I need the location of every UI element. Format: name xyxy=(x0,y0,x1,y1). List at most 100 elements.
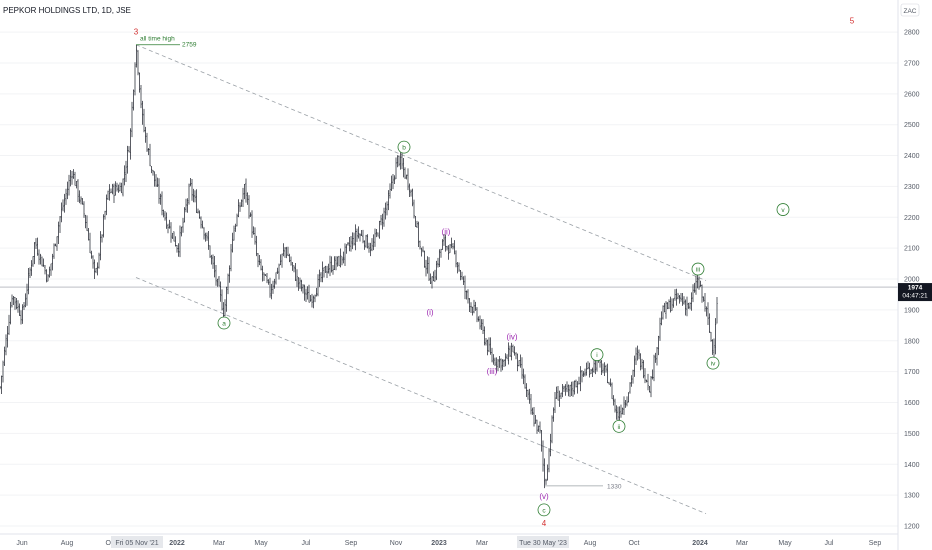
wave-label-major: 4 xyxy=(542,519,547,528)
ohlc-bar xyxy=(209,245,211,258)
ohlc-bar xyxy=(261,265,264,282)
ohlc-bar xyxy=(50,263,52,276)
x-tick-label: 2023 xyxy=(431,540,447,547)
ohlc-bar xyxy=(375,229,378,238)
y-tick-label: 2500 xyxy=(904,122,920,129)
ohlc-bar xyxy=(411,188,414,207)
ohlc-bar xyxy=(681,292,684,306)
ohlc-bar xyxy=(33,241,36,265)
ohlc-bar xyxy=(108,184,111,201)
ohlc-bar xyxy=(527,389,529,400)
ohlc-bar xyxy=(129,128,132,160)
y-axis[interactable]: 1200 1300 1400 1500 1600 1700 1800 1900 2000 2100… xyxy=(904,30,920,531)
ohlc-bar xyxy=(458,262,460,272)
ohlc-bar xyxy=(452,243,454,250)
ohlc-bar xyxy=(426,256,429,274)
ohlc-bar xyxy=(260,259,262,271)
ohlc-bar xyxy=(117,184,120,193)
ohlc-bar xyxy=(225,286,228,312)
ohlc-bar xyxy=(204,232,207,242)
ohlc-bar xyxy=(131,101,133,138)
ohlc-bar xyxy=(189,178,192,187)
ohlc-bar xyxy=(315,287,318,297)
ohlc-bar xyxy=(687,302,690,309)
ohlc-bar xyxy=(258,255,261,266)
ohlc-bar xyxy=(540,430,543,452)
ohlc-bar xyxy=(198,210,201,219)
ohlc-bar xyxy=(704,293,706,312)
ohlc-bar xyxy=(573,380,576,395)
currency-badge[interactable] xyxy=(900,3,920,17)
ohlc-bar xyxy=(216,278,219,287)
ohlc-bar xyxy=(83,201,85,218)
ohlc-bar xyxy=(75,181,78,189)
ohlc-bar xyxy=(20,310,22,325)
ohlc-bar xyxy=(539,421,541,434)
ohlc-bar xyxy=(153,171,156,187)
ohlc-bar xyxy=(243,183,246,200)
ohlc-bar xyxy=(191,178,193,201)
ohlc-bar xyxy=(311,293,313,308)
ohlc-bar xyxy=(432,271,435,282)
ohlc-bar xyxy=(669,296,672,313)
ohlc-bar xyxy=(576,381,579,394)
ohlc-bar xyxy=(105,194,108,216)
ohlc-bar xyxy=(627,392,630,403)
y-tick-label: 2700 xyxy=(904,60,920,67)
ohlc-bar xyxy=(180,226,183,237)
ohlc-bar xyxy=(402,157,405,178)
ohlc-bar xyxy=(144,126,147,143)
ohlc-bar xyxy=(147,147,150,156)
ohlc-bar xyxy=(698,276,700,290)
ohlc-bar xyxy=(230,244,232,272)
ohlc-bar xyxy=(572,381,574,397)
ohlc-bar xyxy=(509,345,511,357)
ohlc-bar xyxy=(116,182,118,192)
ohlc-bar xyxy=(524,374,526,389)
ohlc-bar xyxy=(461,271,463,280)
wave-circle xyxy=(612,420,626,433)
ohlc-bar xyxy=(212,254,214,269)
y-tick-label: 1600 xyxy=(904,400,920,407)
ohlc-bar xyxy=(591,367,594,377)
ohlc-bar xyxy=(164,211,166,221)
ohlc-bar xyxy=(465,290,468,300)
x-tick-label: Mar xyxy=(476,540,489,547)
ohlc-bar xyxy=(708,313,711,333)
x-axis[interactable]: Jun Aug Oc Fri 05 Nov '21 2022 Mar May Jul Sep No… xyxy=(16,536,881,548)
ohlc-bar xyxy=(420,247,423,257)
ohlc-bar xyxy=(474,301,477,311)
ohlc-bar xyxy=(660,311,663,326)
ohlc-bar xyxy=(242,187,244,207)
ohlc-bar xyxy=(317,274,319,297)
ohlc-bar xyxy=(74,171,76,186)
ohlc-bar xyxy=(233,225,235,241)
ohlc-bar xyxy=(254,227,256,245)
y-tick-label: 1700 xyxy=(904,369,920,376)
ohlc-bar xyxy=(695,275,697,295)
ohlc-bar xyxy=(240,199,243,207)
ohlc-bar xyxy=(338,255,340,266)
ohlc-bar xyxy=(542,440,544,472)
ohlc-bar xyxy=(372,234,375,251)
ohlc-bar xyxy=(194,190,196,203)
ohlc-bar xyxy=(633,355,636,377)
ohlc-bar xyxy=(231,232,234,253)
ohlc-bar xyxy=(629,382,631,394)
ohlc-bar xyxy=(275,272,277,285)
ohlc-bar xyxy=(162,209,165,218)
ohlc-bar xyxy=(585,362,588,376)
ohlc-bar xyxy=(657,335,660,356)
ohlc-bar xyxy=(603,362,606,376)
ohlc-bar xyxy=(692,284,694,303)
ohlc-bar xyxy=(170,222,172,243)
ohlc-bar xyxy=(383,207,385,227)
wave-circle xyxy=(217,316,231,330)
ohlc-bar xyxy=(467,289,469,304)
ohlc-bar xyxy=(306,286,309,300)
ohlc-bar xyxy=(630,375,633,387)
ohlc-bar xyxy=(369,242,372,257)
ohlc-bar xyxy=(515,352,517,360)
ohlc-bar xyxy=(405,174,408,180)
